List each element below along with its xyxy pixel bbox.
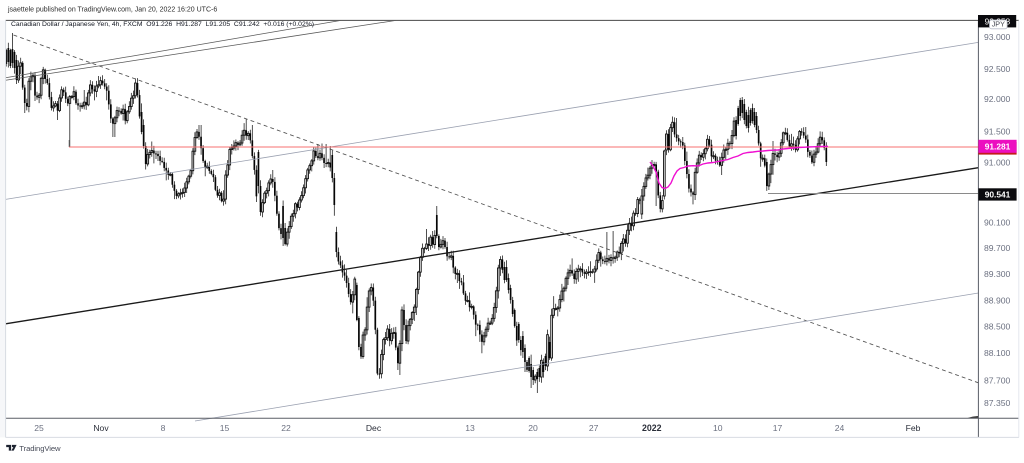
svg-text:91.000: 91.000 [984,157,1011,167]
svg-text:22: 22 [281,423,291,433]
svg-text:92.500: 92.500 [984,64,1011,74]
svg-text:10: 10 [713,423,723,433]
svg-text:jsaettele published on Trading: jsaettele published on TradingView.com, … [7,6,217,13]
svg-text:89.300: 89.300 [984,269,1011,279]
svg-text:90.541: 90.541 [985,190,1011,200]
svg-text:92.000: 92.000 [984,94,1011,104]
svg-text:Feb: Feb [906,423,921,433]
svg-text:93.000: 93.000 [984,32,1011,42]
svg-text:8: 8 [161,423,166,433]
svg-text:20: 20 [528,423,538,433]
svg-text:15: 15 [220,423,230,433]
svg-text:Nov: Nov [93,423,109,433]
svg-text:TradingView: TradingView [19,444,61,453]
svg-text:25: 25 [34,423,44,433]
svg-text:87.700: 87.700 [984,375,1011,385]
svg-text:JPY: JPY [992,20,1005,29]
svg-text:88.100: 88.100 [984,348,1011,358]
svg-text:17: 17 [773,423,783,433]
svg-text:89.700: 89.700 [984,243,1011,253]
svg-text:2022: 2022 [642,423,662,433]
svg-text:27: 27 [589,423,599,433]
svg-text:Dec: Dec [366,423,382,433]
svg-text:Canadian Dollar / Japanese Yen: Canadian Dollar / Japanese Yen, 4h, FXCM… [11,21,314,28]
svg-text:91.281: 91.281 [985,142,1011,152]
svg-text:90.100: 90.100 [984,218,1011,228]
svg-text:88.500: 88.500 [984,322,1011,332]
svg-text:13: 13 [465,423,475,433]
svg-text:91.500: 91.500 [984,127,1011,137]
svg-text:88.900: 88.900 [984,296,1011,306]
svg-text:87.350: 87.350 [984,398,1011,408]
svg-text:24: 24 [835,423,845,433]
